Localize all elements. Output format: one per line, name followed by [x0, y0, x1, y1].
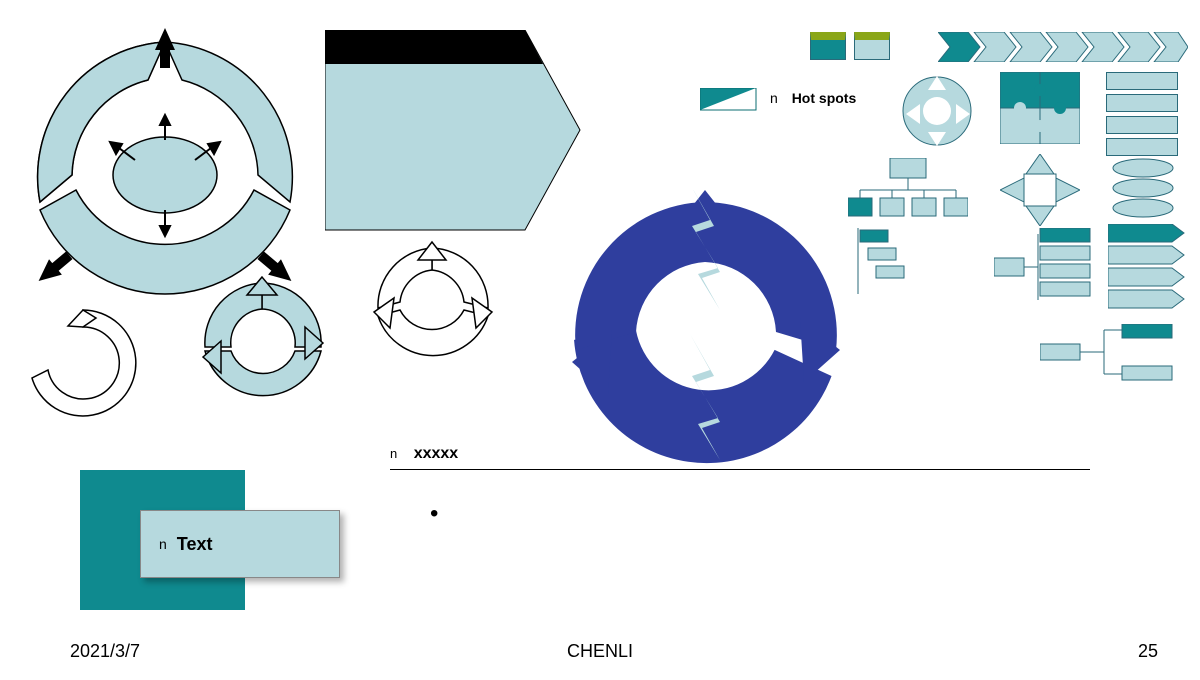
textbox-label: Text	[177, 534, 213, 555]
textbox-n: n	[159, 536, 167, 552]
thumb-tab-1	[810, 32, 846, 60]
footer-page: 25	[1138, 641, 1158, 662]
bullet-dot: •	[430, 500, 438, 528]
hotspot-swatch	[700, 88, 758, 112]
cycle-small-2	[195, 275, 330, 410]
pentagon-card	[325, 30, 585, 240]
navy-cycle	[560, 190, 850, 480]
cycle-small-1	[18, 298, 148, 428]
thumb-bottomtree	[1040, 324, 1180, 384]
thumb-chevrons	[938, 32, 1188, 62]
footer-center: CHENLI	[567, 641, 633, 662]
thumb-ellipses	[1110, 158, 1176, 218]
hotspot-n: n	[770, 90, 778, 106]
thumb-sidetree	[994, 228, 1094, 310]
thumb-cycle	[898, 72, 976, 150]
section-label: xxxxx	[414, 445, 459, 462]
thumb-tab-2	[854, 32, 890, 60]
section-divider	[390, 469, 1090, 470]
diagram-gallery	[808, 28, 1190, 408]
thumb-4arrow	[1000, 154, 1080, 226]
thumb-pentastack	[1108, 224, 1186, 312]
section-header: n xxxxx	[390, 445, 1090, 470]
thumb-stack-1	[1106, 72, 1178, 156]
thumb-org	[848, 158, 968, 220]
section-n: n	[390, 446, 397, 461]
textbox-front: n Text	[140, 510, 340, 578]
cycle-small-3	[360, 238, 505, 368]
thumb-stairs	[854, 228, 924, 298]
thumb-puzzle	[1000, 72, 1080, 144]
footer-date: 2021/3/7	[70, 641, 140, 662]
